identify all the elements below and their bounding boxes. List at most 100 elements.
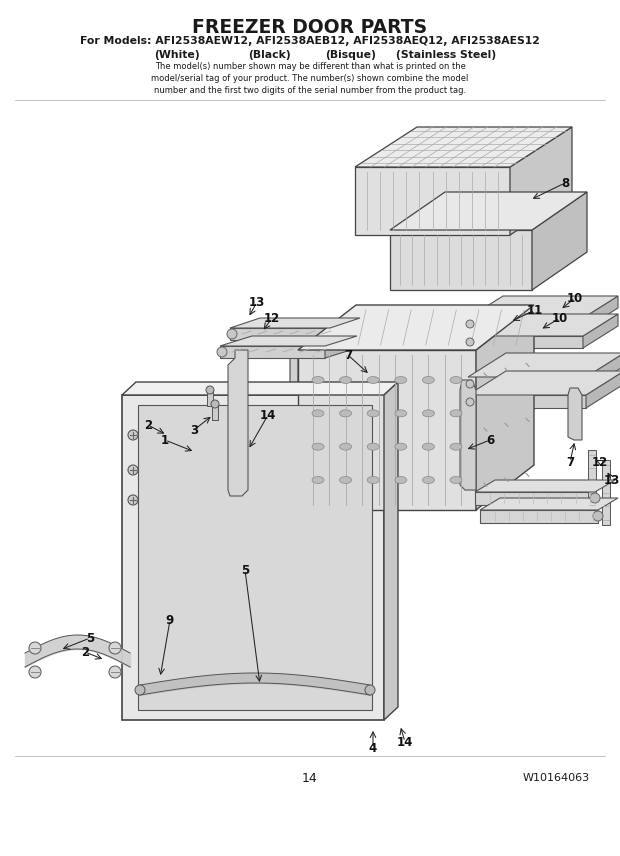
Circle shape <box>466 398 474 406</box>
Circle shape <box>128 495 138 505</box>
Text: 6: 6 <box>486 433 494 447</box>
Text: For Models: AFI2538AEW12, AFI2538AEB12, AFI2538AEQ12, AFI2538AES12: For Models: AFI2538AEW12, AFI2538AEB12, … <box>80 36 540 46</box>
Ellipse shape <box>395 443 407 450</box>
Ellipse shape <box>422 477 435 484</box>
Text: 5: 5 <box>86 632 94 645</box>
Ellipse shape <box>312 410 324 417</box>
Polygon shape <box>207 390 213 406</box>
Polygon shape <box>468 371 620 395</box>
Ellipse shape <box>312 377 324 383</box>
Text: 13: 13 <box>604 473 620 486</box>
Polygon shape <box>298 350 476 510</box>
Polygon shape <box>220 346 325 358</box>
Ellipse shape <box>367 443 379 450</box>
Polygon shape <box>510 127 572 235</box>
Text: 3: 3 <box>190 424 198 437</box>
Circle shape <box>466 338 474 346</box>
Circle shape <box>206 386 214 394</box>
Text: 10: 10 <box>567 292 583 305</box>
Polygon shape <box>460 380 476 490</box>
Ellipse shape <box>312 443 324 450</box>
Polygon shape <box>230 328 330 340</box>
Polygon shape <box>330 318 360 340</box>
Text: (White): (White) <box>154 50 200 60</box>
Ellipse shape <box>422 443 435 450</box>
Polygon shape <box>602 460 610 525</box>
Circle shape <box>128 430 138 440</box>
Polygon shape <box>298 305 534 350</box>
Ellipse shape <box>450 410 462 417</box>
Polygon shape <box>220 336 357 346</box>
Text: 10: 10 <box>552 312 568 324</box>
Circle shape <box>590 493 600 503</box>
Polygon shape <box>588 450 596 510</box>
Text: 7: 7 <box>344 348 352 361</box>
Polygon shape <box>468 318 583 330</box>
Text: 5: 5 <box>241 563 249 576</box>
Circle shape <box>466 380 474 388</box>
Polygon shape <box>480 498 618 510</box>
Polygon shape <box>138 405 372 710</box>
Polygon shape <box>468 377 586 390</box>
Ellipse shape <box>340 377 352 383</box>
Polygon shape <box>475 480 615 492</box>
Circle shape <box>109 666 121 678</box>
Text: 1: 1 <box>161 433 169 447</box>
Polygon shape <box>384 382 398 720</box>
Ellipse shape <box>422 410 435 417</box>
Text: 8: 8 <box>561 176 569 189</box>
Polygon shape <box>468 395 586 408</box>
Ellipse shape <box>340 443 352 450</box>
Ellipse shape <box>395 477 407 484</box>
Polygon shape <box>480 510 598 523</box>
Text: eReplacementParts.com: eReplacementParts.com <box>206 471 414 485</box>
Text: 14: 14 <box>302 771 318 784</box>
Polygon shape <box>230 318 360 328</box>
Text: 11: 11 <box>527 304 543 317</box>
Circle shape <box>466 320 474 328</box>
Circle shape <box>29 666 41 678</box>
Polygon shape <box>475 492 595 505</box>
Text: FREEZER DOOR PARTS: FREEZER DOOR PARTS <box>192 18 428 37</box>
Ellipse shape <box>367 410 379 417</box>
Text: 2: 2 <box>81 645 89 658</box>
Polygon shape <box>468 296 618 318</box>
Polygon shape <box>468 314 618 336</box>
Circle shape <box>593 511 603 521</box>
Polygon shape <box>586 371 620 408</box>
Ellipse shape <box>340 477 352 484</box>
Ellipse shape <box>395 410 407 417</box>
Polygon shape <box>468 353 620 377</box>
Polygon shape <box>355 167 510 235</box>
Text: 14: 14 <box>260 408 276 421</box>
Text: (Stainless Steel): (Stainless Steel) <box>396 50 497 60</box>
Polygon shape <box>390 192 587 230</box>
Polygon shape <box>468 336 583 348</box>
Polygon shape <box>290 338 298 510</box>
Text: The model(s) number shown may be different than what is printed on the
model/ser: The model(s) number shown may be differe… <box>151 62 469 95</box>
Polygon shape <box>390 230 532 290</box>
Circle shape <box>135 685 145 695</box>
Polygon shape <box>532 192 587 290</box>
Polygon shape <box>355 127 572 167</box>
Polygon shape <box>212 404 218 420</box>
Ellipse shape <box>450 443 462 450</box>
Circle shape <box>217 347 227 357</box>
Text: 4: 4 <box>369 741 377 754</box>
Polygon shape <box>122 395 384 720</box>
Text: 13: 13 <box>249 295 265 308</box>
Polygon shape <box>122 382 398 395</box>
Circle shape <box>128 465 138 475</box>
Ellipse shape <box>367 377 379 383</box>
Text: (Bisque): (Bisque) <box>325 50 376 60</box>
Text: 7: 7 <box>566 455 574 468</box>
Polygon shape <box>586 353 620 390</box>
Circle shape <box>365 685 375 695</box>
Ellipse shape <box>312 477 324 484</box>
Ellipse shape <box>395 377 407 383</box>
Circle shape <box>211 400 219 408</box>
Polygon shape <box>325 336 357 358</box>
Ellipse shape <box>367 477 379 484</box>
Text: 9: 9 <box>166 614 174 627</box>
Ellipse shape <box>450 477 462 484</box>
